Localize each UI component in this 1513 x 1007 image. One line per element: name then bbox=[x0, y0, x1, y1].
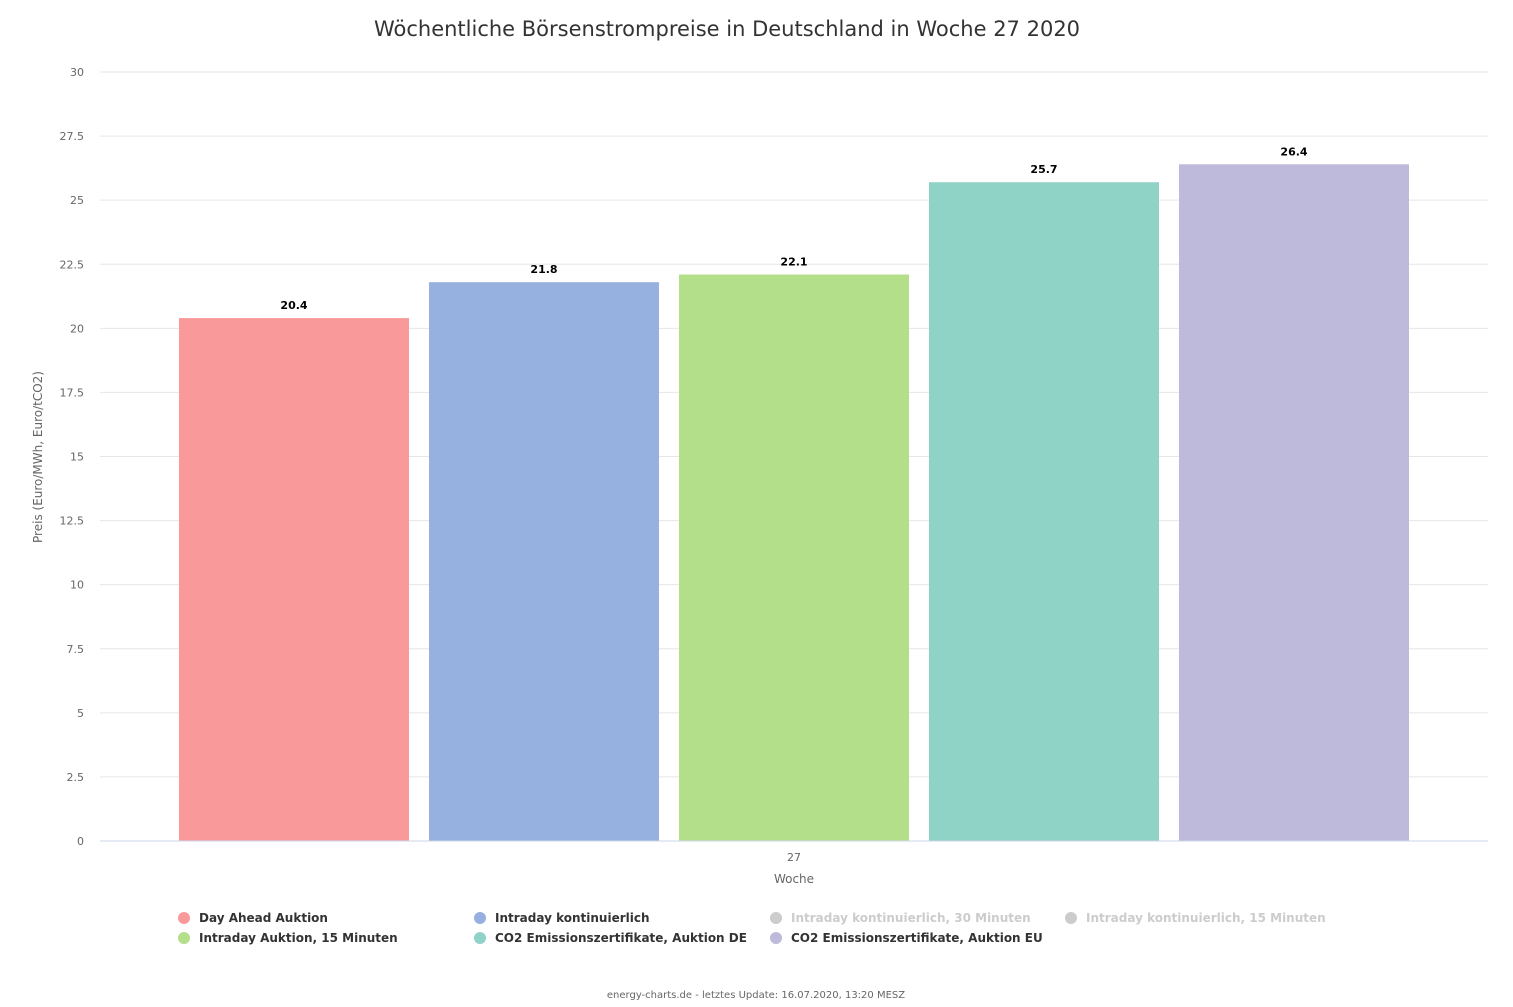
data-label: 22.1 bbox=[780, 256, 807, 269]
bar-7[interactable] bbox=[1179, 164, 1409, 841]
y-axis-title: Preis (Euro/MWh, Euro/tCO2) bbox=[31, 371, 45, 543]
legend-label: Intraday kontinuierlich, 30 Minuten bbox=[791, 911, 1031, 925]
y-tick-label: 12.5 bbox=[60, 515, 85, 528]
legend: Day Ahead Auktion Intraday kontinuierlich… bbox=[178, 911, 1326, 945]
legend-label: CO2 Emissionszertifikate, Auktion EU bbox=[791, 931, 1043, 945]
legend-marker-icon bbox=[178, 932, 190, 944]
legend-label: Intraday Auktion, 15 Minuten bbox=[199, 931, 398, 945]
credits[interactable]: energy-charts.de - letztes Update: 16.07… bbox=[607, 990, 905, 1001]
legend-label: Day Ahead Auktion bbox=[199, 911, 328, 925]
legend-item[interactable]: Intraday kontinuierlich, 30 Minuten bbox=[770, 911, 1031, 925]
legend-marker-icon bbox=[474, 932, 486, 944]
legend-marker-icon bbox=[178, 912, 190, 924]
legend-label: Intraday kontinuierlich bbox=[495, 911, 650, 925]
legend-item[interactable]: Intraday kontinuierlich, 15 Minuten bbox=[1065, 911, 1326, 925]
legend-label: Intraday kontinuierlich, 15 Minuten bbox=[1086, 911, 1326, 925]
legend-item[interactable]: CO2 Emissionszertifikate, Auktion EU bbox=[770, 931, 1043, 945]
legend-marker-icon bbox=[770, 912, 782, 924]
y-tick-label: 17.5 bbox=[60, 386, 85, 399]
data-label: 21.8 bbox=[530, 263, 557, 276]
data-label: 26.4 bbox=[1280, 145, 1307, 158]
data-label: 20.4 bbox=[280, 299, 307, 312]
x-axis-title: Woche bbox=[774, 872, 814, 886]
legend-item[interactable]: Day Ahead Auktion bbox=[178, 911, 328, 925]
legend-marker-icon bbox=[770, 932, 782, 944]
x-tick-label: 27 bbox=[787, 851, 801, 864]
legend-marker-icon bbox=[474, 912, 486, 924]
legend-item[interactable]: CO2 Emissionszertifikate, Auktion DE bbox=[474, 931, 747, 945]
bar-1[interactable] bbox=[179, 318, 409, 842]
legend-item[interactable]: Intraday Auktion, 15 Minuten bbox=[178, 931, 398, 945]
data-labels: 20.4 21.8 22.1 25.7 26.4 bbox=[280, 145, 1307, 312]
legend-marker-icon bbox=[1065, 912, 1077, 924]
y-tick-label: 22.5 bbox=[60, 258, 85, 271]
y-tick-label: 15 bbox=[70, 451, 84, 464]
bar-5[interactable] bbox=[679, 274, 909, 842]
y-tick-label: 25 bbox=[70, 194, 84, 207]
y-tick-label: 0 bbox=[77, 835, 84, 848]
y-tick-label: 2.5 bbox=[67, 771, 85, 784]
y-axis-ticks: 0 2.5 5 7.5 10 12.5 15 17.5 20 22.5 25 27.5 30 bbox=[60, 66, 85, 848]
legend-label: CO2 Emissionszertifikate, Auktion DE bbox=[495, 931, 747, 945]
bar-2[interactable] bbox=[429, 282, 659, 841]
y-tick-label: 10 bbox=[70, 579, 84, 592]
legend-item[interactable]: Intraday kontinuierlich bbox=[474, 911, 650, 925]
y-tick-label: 7.5 bbox=[67, 643, 85, 656]
data-label: 25.7 bbox=[1030, 163, 1057, 176]
y-tick-label: 27.5 bbox=[60, 130, 85, 143]
y-tick-label: 30 bbox=[70, 66, 84, 79]
y-tick-label: 20 bbox=[70, 322, 84, 335]
bar-6[interactable] bbox=[929, 182, 1159, 841]
bars bbox=[179, 164, 1409, 842]
y-tick-label: 5 bbox=[77, 707, 84, 720]
chart-title: Wöchentliche Börsenstrompreise in Deutsc… bbox=[374, 17, 1080, 41]
